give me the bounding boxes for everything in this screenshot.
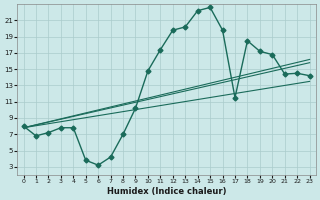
- X-axis label: Humidex (Indice chaleur): Humidex (Indice chaleur): [107, 187, 226, 196]
